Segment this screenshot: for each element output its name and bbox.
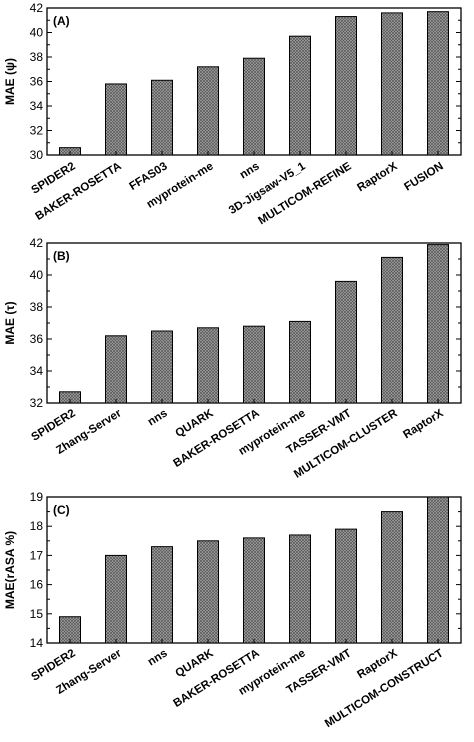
bar-zhang-server	[105, 554, 127, 644]
bar-zhang-server	[105, 335, 127, 404]
category-label: nns	[146, 407, 170, 428]
panel-label: (A)	[53, 14, 70, 28]
category-label: BAKER-ROSETTA	[171, 647, 261, 710]
y-tick-label: 40	[30, 268, 44, 282]
category-label: FUSION	[402, 160, 445, 193]
y-tick-label: 15	[30, 607, 44, 621]
bar-raptorx	[381, 12, 403, 156]
panel-label: (B)	[53, 249, 70, 263]
bar-ffas03	[151, 79, 173, 156]
bar-baker-rosetta	[105, 83, 127, 156]
y-axis-label: MAE(rASA %)	[3, 531, 17, 609]
category-label: nns	[146, 647, 170, 668]
bar-3d-jigsaw-v5-1	[289, 35, 311, 156]
y-tick-label: 42	[30, 236, 44, 250]
bar-baker-rosetta	[243, 325, 265, 404]
bar-multicom-construct	[427, 496, 449, 644]
bar-baker-rosetta	[243, 537, 265, 644]
y-tick-label: 18	[30, 519, 44, 533]
bar-multicom-cluster	[381, 256, 403, 404]
y-tick-label: 34	[30, 99, 44, 113]
y-tick-label: 40	[30, 26, 44, 40]
bar-myprotein-me	[289, 534, 311, 644]
bar-fusion	[427, 11, 449, 156]
y-tick-label: 38	[30, 50, 44, 64]
category-label: RaptorX	[355, 160, 400, 194]
y-tick-label: 38	[30, 300, 44, 314]
y-tick-label: 14	[30, 636, 44, 650]
y-tick-label: 34	[30, 364, 44, 378]
bar-myprotein-me	[289, 320, 311, 404]
bar-nns	[151, 330, 173, 404]
bar-myprotein-me	[197, 66, 219, 156]
y-axis-label: MAE (τ)	[3, 301, 17, 344]
y-tick-label: 36	[30, 75, 44, 89]
category-label: 3D-Jigsaw-V5_1	[227, 160, 308, 217]
y-tick-label: 16	[30, 578, 44, 592]
y-tick-label: 19	[30, 490, 44, 504]
category-label: BAKER-ROSETTA	[171, 407, 261, 470]
bar-quark	[197, 540, 219, 644]
bar-multicom-refine	[335, 16, 357, 156]
category-label: BAKER-ROSETTA	[33, 160, 123, 223]
panel-label: (C)	[53, 503, 70, 517]
y-tick-label: 32	[30, 124, 44, 138]
category-label: nns	[238, 160, 262, 181]
bar-nns	[151, 546, 173, 644]
bar-tasser-vmt	[335, 528, 357, 644]
y-tick-label: 30	[30, 148, 44, 162]
bar-tasser-vmt	[335, 280, 357, 404]
y-tick-label: 17	[30, 548, 44, 562]
bar-quark	[197, 327, 219, 404]
y-tick-label: 32	[30, 396, 44, 410]
category-label: RaptorX	[401, 407, 446, 441]
bar-nns	[243, 57, 265, 156]
y-axis-label: MAE (ψ)	[3, 58, 17, 105]
bar-raptorx	[381, 511, 403, 644]
bar-raptorx	[427, 244, 449, 404]
y-tick-label: 36	[30, 332, 44, 346]
y-tick-label: 42	[30, 1, 44, 15]
